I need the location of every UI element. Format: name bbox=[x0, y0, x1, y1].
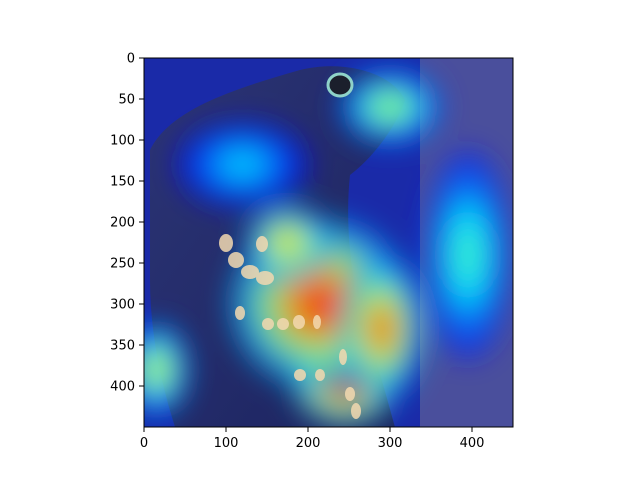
heatmap-region-3 bbox=[370, 309, 394, 348]
y-tick-label: 350 bbox=[110, 339, 135, 354]
y-tick-label: 0 bbox=[127, 52, 135, 67]
x-tick-label: 400 bbox=[460, 436, 485, 451]
heatmap-region-2 bbox=[276, 232, 299, 253]
dog-eye bbox=[326, 72, 354, 98]
heatmap-layer bbox=[144, 69, 511, 425]
heatmap-region-4 bbox=[456, 226, 480, 283]
x-tick-label: 100 bbox=[214, 436, 239, 451]
y-tick-label: 400 bbox=[110, 380, 135, 395]
y-axis: 0 50 100 150 200 250 300 350 400 bbox=[110, 52, 144, 395]
y-tick-label: 300 bbox=[110, 298, 135, 313]
y-tick-label: 150 bbox=[110, 175, 135, 190]
heatmap-region-6 bbox=[376, 97, 404, 118]
x-tick-label: 300 bbox=[378, 436, 403, 451]
y-tick-label: 200 bbox=[110, 216, 135, 231]
x-axis: 0 100 200 300 400 bbox=[140, 427, 485, 451]
heatmap-region-7 bbox=[224, 153, 261, 177]
x-tick-label: 200 bbox=[296, 436, 321, 451]
y-tick-label: 100 bbox=[110, 134, 135, 149]
plot-area bbox=[144, 58, 513, 427]
heatmap-region-5 bbox=[147, 356, 166, 383]
x-tick-label: 0 bbox=[140, 436, 148, 451]
plot-frame bbox=[143, 57, 514, 428]
teeth-highlights bbox=[219, 234, 361, 419]
heatmap-region-1 bbox=[296, 281, 345, 327]
y-tick-label: 50 bbox=[118, 93, 135, 108]
y-tick-label: 250 bbox=[110, 257, 135, 272]
